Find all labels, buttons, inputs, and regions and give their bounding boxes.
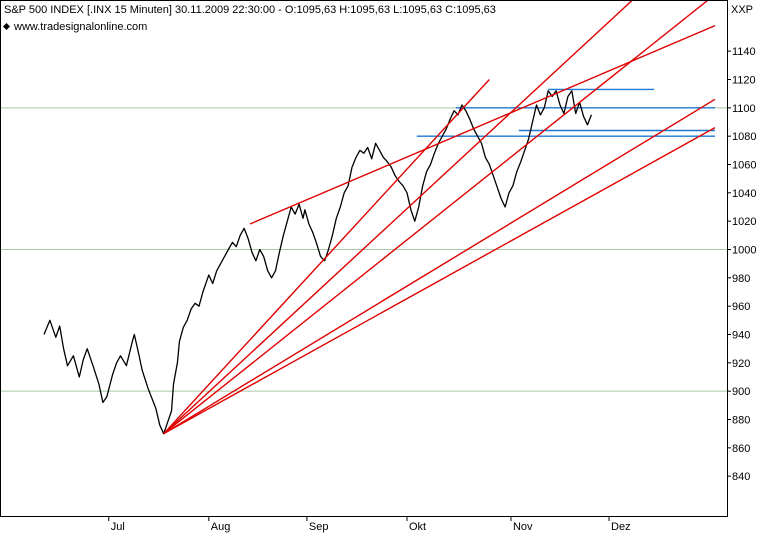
x-tick-label: Aug	[211, 521, 231, 533]
y-tick-label: 980	[732, 273, 750, 285]
y-tick-label: 1040	[732, 188, 756, 200]
y-tick-label: 1080	[732, 131, 756, 143]
trendline	[163, 0, 634, 435]
price-line	[43, 90, 593, 435]
plot-frame	[0, 0, 728, 517]
y-axis: 840 860 880 900 920 940 960 980 1000 1020 1040 1060…	[727, 46, 756, 483]
header-background	[1, 1, 523, 17]
x-axis: Jul Aug Sep Okt Nov Dez	[108, 516, 631, 533]
y-tick-label: 1020	[732, 216, 756, 228]
trendline	[163, 127, 716, 435]
y-tick-label: 900	[732, 386, 750, 398]
x-tick-label: Nov	[513, 521, 533, 533]
y-tick-label: 860	[732, 443, 750, 455]
y-tick-label: 1100	[732, 103, 756, 115]
x-tick-label: Okt	[409, 521, 426, 533]
y-tick-label: 940	[732, 330, 750, 342]
trendline	[163, 98, 716, 435]
x-tick-label: Dez	[611, 521, 631, 533]
y-tick-label: 880	[732, 415, 750, 427]
y-tick-label: 960	[732, 301, 750, 313]
trendline	[163, 0, 710, 435]
source-label: www.tradesignalonline.com	[13, 21, 147, 33]
y-tick-label: 1000	[732, 245, 756, 257]
y-tick-label: 840	[732, 471, 750, 483]
y-tick-label: 1140	[732, 46, 756, 58]
x-tick-label: Jul	[111, 521, 125, 533]
x-tick-label: Sep	[309, 521, 329, 533]
price-series	[43, 90, 593, 435]
diamond-icon	[2, 22, 11, 31]
y-tick-label: 1060	[732, 160, 756, 172]
trendline	[163, 79, 490, 435]
y-tick-label: 1120	[732, 75, 756, 87]
y-tick-label: 920	[732, 358, 750, 370]
chart-title: S&P 500 INDEX [.INX 15 Minuten] 30.11.20…	[4, 4, 496, 16]
corner-label: XXP	[731, 4, 753, 16]
trendline	[249, 25, 716, 225]
trendlines	[163, 0, 716, 435]
